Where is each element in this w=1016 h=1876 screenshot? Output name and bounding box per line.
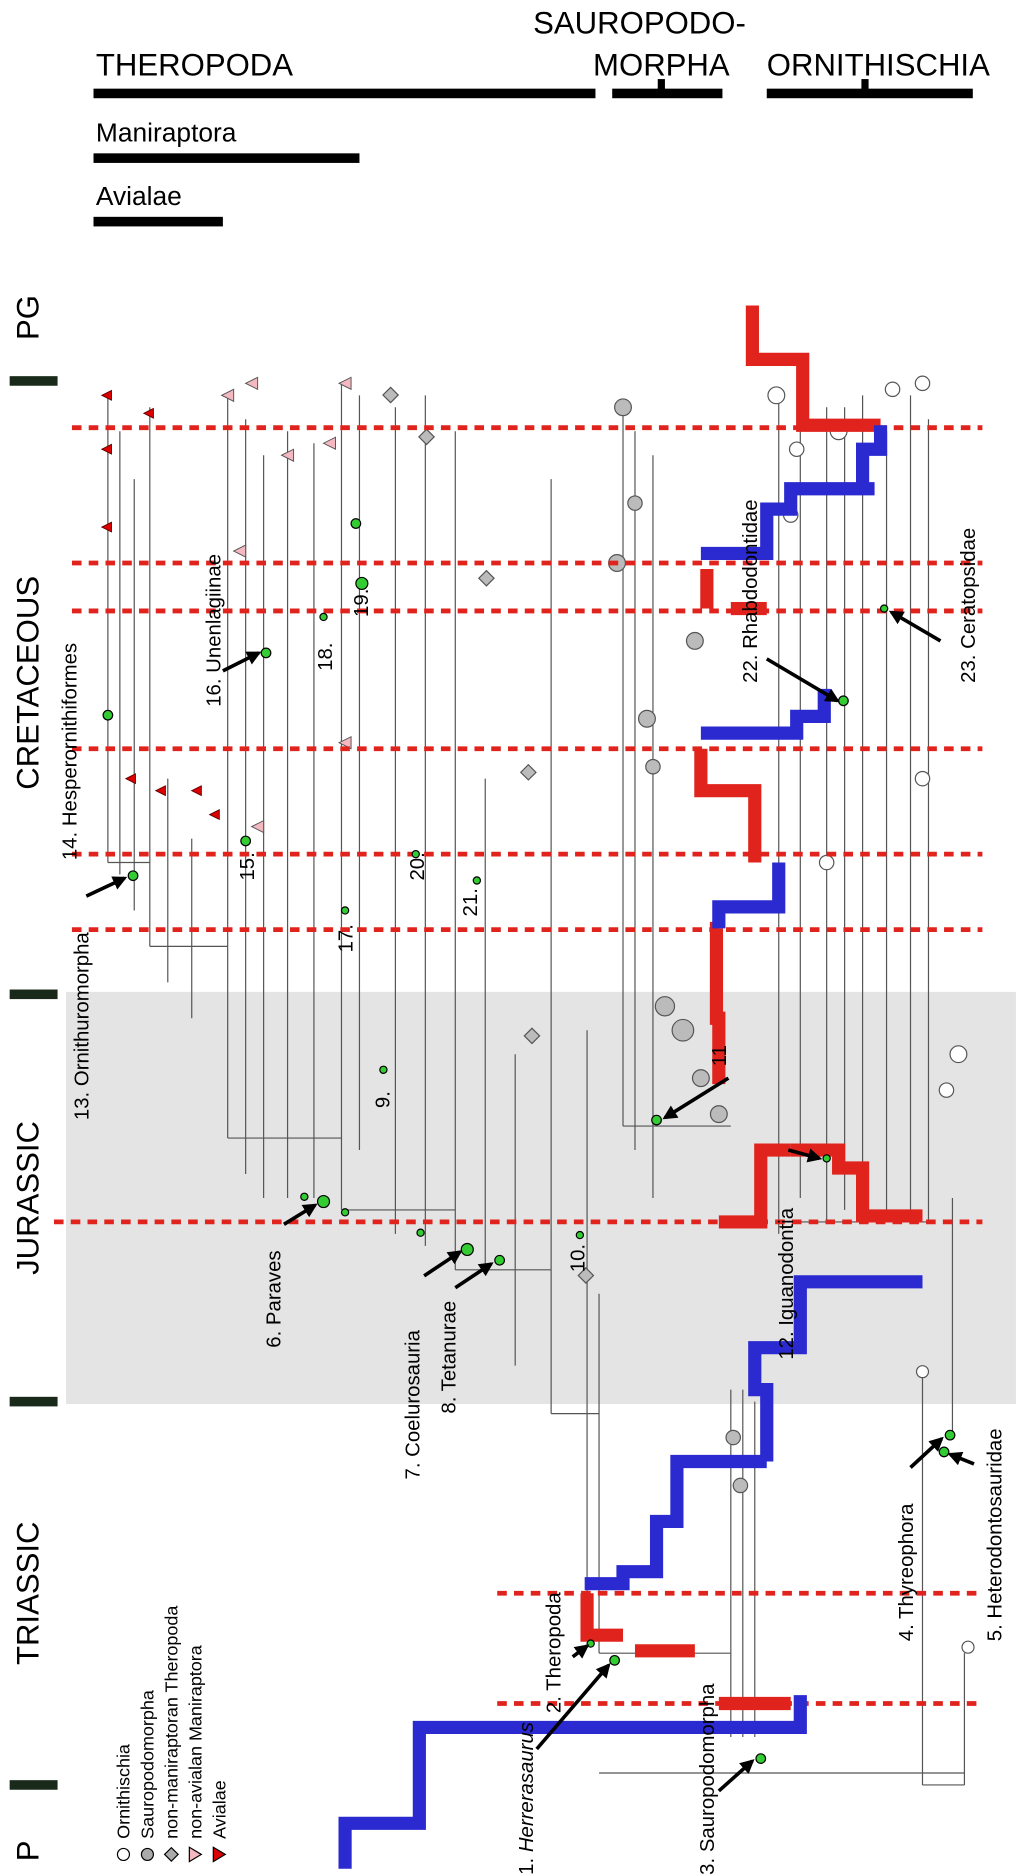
node-label: 5. Heterodontosauridae: [985, 1428, 1007, 1641]
clade-label: SAUROPODO-: [533, 6, 746, 41]
node-label: 2. Theropoda: [544, 1592, 566, 1713]
period-label: TRIASSIC: [10, 1522, 45, 1666]
node-label: 17.: [335, 924, 357, 952]
legend-label: non-avialan Maniraptora: [185, 1645, 205, 1839]
node-label: 16. Unenlagiinae: [203, 554, 225, 707]
page: THEROPODA SAUROPODO- MORPHA ORNITHISCHIA…: [0, 0, 1016, 1876]
node-label: 6. Paraves: [263, 1250, 285, 1347]
node-label: 8. Tetanurae: [438, 1301, 460, 1414]
node-label: 21.: [460, 888, 482, 916]
node-label: 7. Coelurosauria: [402, 1329, 424, 1479]
period-label: JURASSIC: [10, 1121, 45, 1275]
node-name: Herrerasaurus: [516, 1722, 538, 1852]
clade-bars: [94, 79, 973, 226]
legend-symbol: [117, 1848, 129, 1860]
period-label: PG: [10, 295, 45, 340]
legend-label: non-maniraptoran Theropoda: [161, 1606, 181, 1839]
node-label: 15.: [237, 852, 259, 880]
node-label: 19.: [351, 589, 373, 617]
jurassic-band: [66, 992, 1016, 1404]
clade-label: THEROPODA: [96, 47, 293, 82]
clade-label: Maniraptora: [96, 117, 237, 147]
legend-symbol: [189, 1847, 201, 1861]
clade-label: ORNITHISCHIA: [767, 47, 990, 82]
legend-label: Ornithischia: [113, 1744, 133, 1839]
node-label: 13. Ornithuromorpha: [72, 932, 94, 1121]
phylogeny-figure: THEROPODA SAUROPODO- MORPHA ORNITHISCHIA…: [0, 0, 1016, 1876]
maniraptoran-tips: [222, 377, 351, 832]
node-label: 14. Hesperornithiformes: [60, 643, 82, 860]
node-number: 1.: [516, 1858, 538, 1875]
legend-symbol: [213, 1847, 225, 1861]
node-label: 12. Iguanodontia: [776, 1207, 798, 1359]
node-label: 9.: [372, 1091, 394, 1108]
period-label: CRETACEOUS: [10, 576, 45, 790]
node-label: 20.: [407, 852, 429, 880]
clade-label: MORPHA: [593, 47, 730, 82]
node-label: 1. Herrerasaurus: [516, 1722, 538, 1875]
legend-symbol: [141, 1848, 153, 1860]
legend-label: Sauropodomorpha: [137, 1690, 157, 1839]
legend-label: Avialae: [209, 1780, 229, 1839]
legend: Ornithischia Sauropodomorpha non-manirap…: [113, 1606, 229, 1862]
legend-symbol: [165, 1848, 179, 1862]
clade-label: Avialae: [96, 181, 182, 211]
node-label: 23. Ceratopsidae: [958, 528, 980, 683]
node-label: 18.: [315, 643, 337, 671]
period-label: P: [10, 1840, 45, 1861]
node-label: 4. Thyreophora: [896, 1503, 918, 1641]
node-label: 10.: [568, 1244, 590, 1272]
node-label: 11: [709, 1045, 731, 1066]
node-label: 3. Sauropodomorpha: [697, 1683, 719, 1875]
node-label: 22. Rhabdodontidae: [740, 499, 762, 682]
